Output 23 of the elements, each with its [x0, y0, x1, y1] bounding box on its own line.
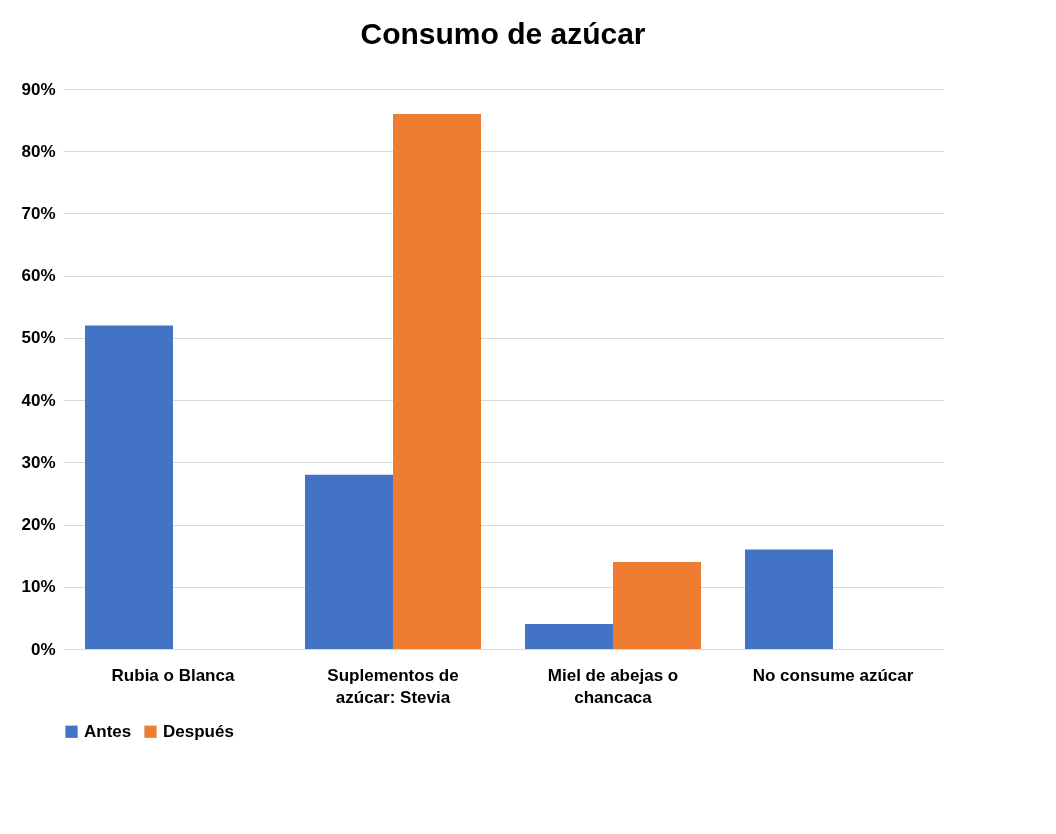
y-tick-label: 10%	[21, 577, 56, 597]
bar	[613, 561, 701, 649]
y-tick-label: 70%	[21, 203, 56, 223]
y-tick-label: 20%	[21, 515, 56, 535]
bar	[305, 474, 393, 649]
bar	[393, 113, 481, 649]
chart-title: Consumo de azúcar	[360, 17, 646, 50]
y-tick-label: 90%	[21, 79, 56, 99]
y-tick-label: 0%	[30, 639, 56, 659]
y-tick-label: 30%	[21, 452, 56, 472]
y-tick-label: 80%	[21, 141, 56, 161]
bar	[745, 549, 833, 649]
y-tick-label: 60%	[21, 266, 56, 286]
legend-label: Antes	[84, 721, 132, 741]
legend-label: Después	[163, 721, 234, 741]
x-tick-label: No consume azúcar	[752, 665, 914, 685]
x-tick-label: Rubia o Blanca	[111, 665, 235, 685]
x-tick-label: Miel de abejas o chancaca	[547, 665, 679, 707]
y-tick-label: 40%	[21, 390, 56, 410]
x-tick-label: Suplementos de azúcar: Stevia	[327, 665, 459, 707]
bar	[85, 325, 173, 649]
y-tick-label: 50%	[21, 328, 56, 348]
bar	[525, 624, 613, 649]
